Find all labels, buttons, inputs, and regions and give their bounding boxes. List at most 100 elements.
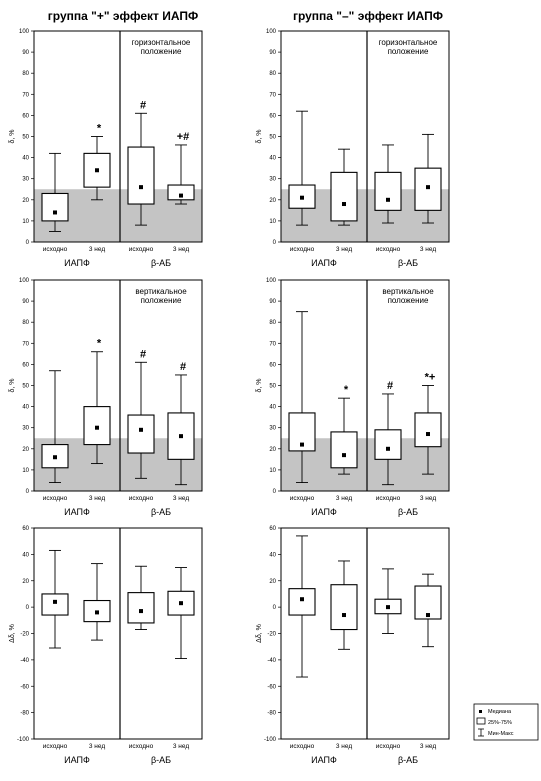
y-tick-label: 20 <box>269 447 276 453</box>
group-label: β-АБ <box>151 755 171 765</box>
y-tick-label: 20 <box>22 579 29 585</box>
x-tick-label: 3 нед <box>89 495 105 502</box>
median-marker <box>386 446 390 451</box>
panel-annotation: положение <box>141 296 182 305</box>
x-tick-label: 3 нед <box>89 246 105 253</box>
x-tick-label: исходно <box>376 495 401 502</box>
group-label: β-АБ <box>398 507 418 517</box>
chart-panel-4: -100 -80 -60 -40 -20 0 20 40 60 Δδ, % исходно 3 нед… <box>9 526 203 765</box>
y-tick-label: 0 <box>273 489 277 495</box>
y-tick-label: 80 <box>22 71 29 77</box>
median-marker <box>300 597 304 602</box>
x-tick-label: 3 нед <box>336 495 352 502</box>
y-tick-label: 10 <box>22 468 29 474</box>
x-tick-label: 3 нед <box>420 246 436 253</box>
legend: Медиана 25%-75% Мин-Макс <box>473 703 539 741</box>
y-tick-label: -80 <box>20 711 29 717</box>
y-tick-label: 90 <box>269 50 276 56</box>
median-marker <box>179 601 183 606</box>
y-tick-label: 50 <box>269 135 276 141</box>
y-tick-label: 40 <box>22 552 29 558</box>
y-tick-label: 80 <box>22 320 29 326</box>
median-marker <box>386 605 390 610</box>
right-column-title: группа "–" эффект ИАПФ <box>293 9 443 23</box>
y-axis-label: δ, % <box>256 378 263 392</box>
group-label: β-АБ <box>398 755 418 765</box>
y-tick-label: -20 <box>267 632 276 638</box>
y-tick-label: 50 <box>22 135 29 141</box>
x-tick-label: исходно <box>43 743 68 750</box>
x-tick-label: 3 нед <box>173 495 189 502</box>
y-tick-label: 20 <box>22 198 29 204</box>
group-label: ИАПФ <box>64 755 90 765</box>
group-label: ИАПФ <box>311 755 337 765</box>
y-tick-label: 90 <box>269 299 276 305</box>
y-tick-label: -40 <box>267 658 276 664</box>
y-tick-label: 100 <box>19 278 30 284</box>
box-iqr <box>330 171 358 222</box>
group-label: ИАПФ <box>64 507 90 517</box>
y-tick-label: 60 <box>22 113 29 119</box>
box-iqr <box>41 593 69 616</box>
median-marker <box>426 613 430 618</box>
y-tick-label: 10 <box>269 219 276 225</box>
legend-median-label: Медиана <box>488 709 512 715</box>
panel-annotation: горизонтальное <box>379 38 438 47</box>
y-tick-label: 60 <box>22 362 29 368</box>
box-iqr <box>288 588 316 616</box>
y-tick-label: -100 <box>264 737 277 743</box>
y-tick-label: 40 <box>269 552 276 558</box>
y-axis-label: δ, % <box>256 129 263 143</box>
median-marker <box>300 442 304 447</box>
significance-mark: * <box>344 384 349 396</box>
significance-mark: # <box>387 380 393 392</box>
y-tick-label: 60 <box>269 113 276 119</box>
median-marker <box>342 202 346 207</box>
median-marker <box>426 432 430 437</box>
y-tick-label: 0 <box>26 489 30 495</box>
y-tick-label: -80 <box>267 711 276 717</box>
legend-median-swatch <box>479 710 482 713</box>
y-tick-label: 30 <box>269 426 276 432</box>
y-tick-label: 20 <box>22 447 29 453</box>
median-marker <box>53 210 57 215</box>
median-marker <box>139 185 143 190</box>
median-marker <box>139 609 143 614</box>
legend-iqr-swatch <box>476 717 486 725</box>
x-tick-label: 3 нед <box>173 743 189 750</box>
median-marker <box>53 599 57 604</box>
median-marker <box>95 425 99 430</box>
y-tick-label: 20 <box>269 198 276 204</box>
median-marker <box>179 434 183 439</box>
left-column-title: группа "+" эффект ИАПФ <box>48 9 198 23</box>
y-tick-label: -60 <box>267 684 276 690</box>
group-label: ИАПФ <box>311 258 337 268</box>
y-tick-label: 40 <box>22 156 29 162</box>
y-tick-label: 50 <box>22 384 29 390</box>
y-tick-label: 40 <box>269 156 276 162</box>
y-tick-label: 0 <box>273 605 277 611</box>
y-tick-label: 10 <box>269 468 276 474</box>
group-label: β-АБ <box>398 258 418 268</box>
plot-frame <box>33 527 203 740</box>
panel-annotation: положение <box>388 296 429 305</box>
box-iqr <box>414 167 442 211</box>
y-tick-label: 0 <box>273 240 277 246</box>
significance-mark: # <box>180 361 186 373</box>
median-marker <box>300 195 304 200</box>
y-tick-label: 30 <box>22 177 29 183</box>
group-label: ИАПФ <box>64 258 90 268</box>
median-marker <box>95 610 99 615</box>
panel-annotation: вертикальное <box>382 287 434 296</box>
legend-iqr-label: 25%-75% <box>488 720 512 726</box>
y-tick-label: 0 <box>26 240 30 246</box>
y-tick-label: 50 <box>269 384 276 390</box>
median-marker <box>342 613 346 618</box>
y-axis-label: Δδ, % <box>256 624 263 643</box>
significance-mark: # <box>140 348 146 360</box>
group-label: β-АБ <box>151 507 171 517</box>
y-tick-label: 70 <box>22 92 29 98</box>
x-tick-label: исходно <box>376 246 401 253</box>
chart-panel-2: 0 10 20 30 40 50 60 70 80 90 100 δ, % вертикальноепо… <box>9 278 203 517</box>
